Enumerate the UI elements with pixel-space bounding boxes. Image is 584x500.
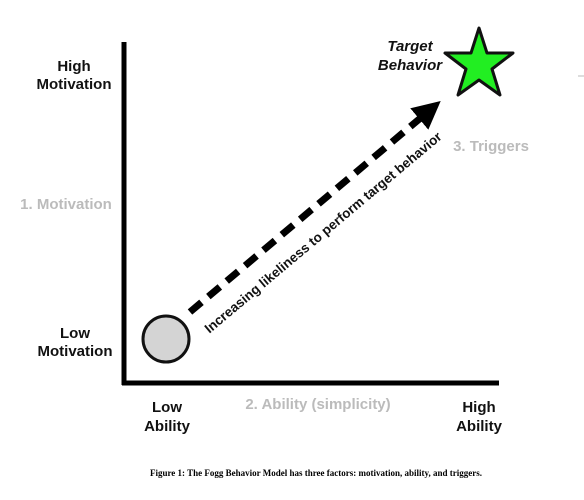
triggers-factor-label: 3. Triggers	[453, 138, 529, 155]
dashed-arrow	[187, 100, 441, 315]
target-label-line1: Target	[387, 38, 433, 55]
y-axis-high-label-line2: Motivation	[37, 76, 112, 93]
circle-icon	[141, 314, 191, 364]
target-label-line2: Behavior	[378, 57, 443, 74]
arrow-label: Increasing likeliness to perform target …	[202, 128, 446, 336]
y-axis-low-label-line1: Low	[60, 325, 90, 342]
y-axis-high-label-line1: High	[57, 58, 90, 75]
star-icon	[443, 26, 515, 97]
y-axis-low-label-line2: Motivation	[38, 343, 113, 360]
motivation-factor-label: 1. Motivation	[20, 196, 112, 213]
figure-caption: Figure 1: The Fogg Behavior Model has th…	[150, 468, 482, 478]
ability-factor-label: 2. Ability (simplicity)	[245, 396, 390, 413]
x-axis-low-label-line1: Low	[152, 399, 182, 416]
x-axis-high-label-line2: Ability	[456, 418, 502, 435]
x-axis-low-label-line2: Ability	[144, 418, 190, 435]
x-axis-high-label-line1: High	[462, 399, 495, 416]
